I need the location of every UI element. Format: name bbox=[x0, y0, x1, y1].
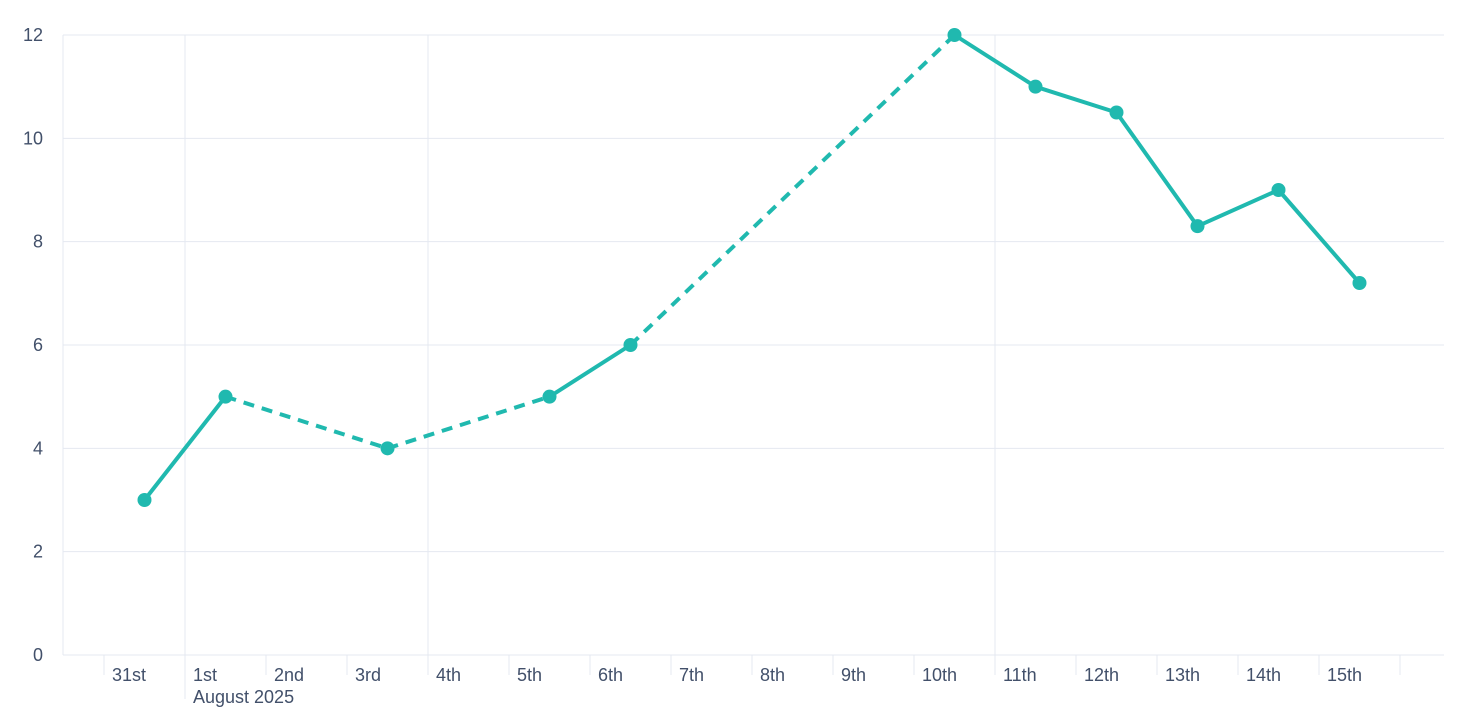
data-point[interactable] bbox=[1028, 79, 1043, 94]
data-point[interactable] bbox=[947, 28, 962, 42]
series-segment-solid bbox=[952, 33, 1038, 89]
data-point[interactable] bbox=[1190, 219, 1205, 234]
x-tick-label: 6th bbox=[598, 665, 623, 685]
series-segment-solid bbox=[547, 343, 633, 399]
series-segment-dashed bbox=[386, 394, 551, 451]
data-point[interactable] bbox=[1352, 276, 1367, 290]
y-tick-label: 4 bbox=[33, 438, 43, 458]
x-tick-label: 14th bbox=[1246, 665, 1281, 685]
x-tick-label: 10th bbox=[922, 665, 957, 685]
series-segment-solid bbox=[1276, 188, 1362, 285]
data-point[interactable] bbox=[1271, 183, 1286, 197]
x-tick-label: 7th bbox=[679, 665, 704, 685]
x-tick-label: 4th bbox=[436, 665, 461, 685]
series-segment-solid bbox=[142, 394, 228, 502]
x-tick-label: 11th bbox=[1003, 665, 1037, 685]
x-tick-label: 8th bbox=[760, 665, 785, 685]
series-segment-dashed bbox=[629, 33, 956, 347]
x-tick-label: 12th bbox=[1084, 665, 1119, 685]
data-point[interactable] bbox=[1109, 105, 1124, 120]
data-point[interactable] bbox=[542, 389, 557, 404]
x-tick-label: 13th bbox=[1165, 665, 1200, 685]
y-tick-label: 0 bbox=[33, 645, 43, 665]
y-tick-label: 10 bbox=[23, 128, 43, 148]
series-segment-solid bbox=[1195, 188, 1281, 229]
data-point[interactable] bbox=[137, 493, 152, 507]
series-segment-solid bbox=[1033, 84, 1119, 115]
x-tick-label: 31st bbox=[112, 665, 146, 685]
y-tick-label: 12 bbox=[23, 25, 43, 45]
data-point[interactable] bbox=[623, 338, 638, 352]
x-tick-label: 1st bbox=[193, 665, 217, 685]
x-tick-label: 2nd bbox=[274, 665, 304, 685]
x-tick-label: 3rd bbox=[355, 665, 381, 685]
y-tick-label: 6 bbox=[33, 335, 43, 355]
series-segment-solid bbox=[1114, 110, 1200, 229]
series-segment-dashed bbox=[224, 394, 389, 451]
y-tick-label: 8 bbox=[33, 232, 43, 252]
x-tick-label: 5th bbox=[517, 665, 542, 685]
y-tick-label: 2 bbox=[33, 542, 43, 562]
x-tick-label: 9th bbox=[841, 665, 866, 685]
month-label: August 2025 bbox=[193, 687, 294, 707]
data-point[interactable] bbox=[380, 441, 395, 456]
x-tick-label: 15th bbox=[1327, 665, 1362, 685]
data-point[interactable] bbox=[218, 389, 233, 404]
